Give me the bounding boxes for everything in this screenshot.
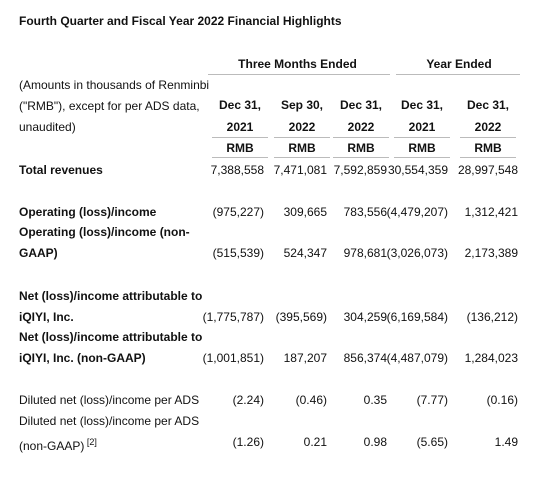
group-header: Three Months Ended — [238, 57, 357, 71]
rule — [212, 137, 268, 138]
title: Fourth Quarter and Fiscal Year 2022 Fina… — [19, 14, 342, 28]
cell: 524,347 — [283, 246, 327, 260]
row-label: Diluted net (loss)/income per ADS — [19, 414, 200, 428]
cell: (2.24) — [232, 393, 264, 407]
cell: (0.46) — [295, 393, 327, 407]
note: (Amounts in thousands of Renminbi — [19, 78, 210, 92]
rule — [394, 157, 450, 158]
rule — [394, 137, 450, 138]
cell: 7,388,558 — [210, 163, 264, 177]
column-date: Sep 30, — [280, 98, 324, 112]
column-date: Dec 31, — [339, 98, 383, 112]
rule — [212, 157, 268, 158]
cell: (515,539) — [212, 246, 264, 260]
group-header: Year Ended — [426, 57, 492, 71]
column-unit: RMB — [408, 141, 436, 155]
cell: 7,471,081 — [273, 163, 327, 177]
cell: (1,001,851) — [202, 351, 264, 365]
column-unit: RMB — [226, 141, 254, 155]
cell: (5.65) — [416, 435, 448, 449]
column-year: 2022 — [347, 120, 375, 134]
rule — [460, 157, 516, 158]
cell: (1,775,787) — [202, 310, 264, 324]
footnote: [2] — [84, 437, 97, 447]
cell: (6,169,584) — [386, 310, 448, 324]
column-unit: RMB — [347, 141, 375, 155]
cell: 856,374 — [343, 351, 387, 365]
cell: (136,212) — [466, 310, 518, 324]
rule — [274, 137, 330, 138]
row-label: GAAP) — [19, 246, 58, 260]
cell: (395,569) — [275, 310, 327, 324]
row-label: (non-GAAP) [2] — [19, 437, 97, 453]
column-year: 2022 — [288, 120, 316, 134]
column-unit: RMB — [474, 141, 502, 155]
column-unit: RMB — [288, 141, 316, 155]
rule — [333, 157, 389, 158]
column-date: Dec 31, — [400, 98, 444, 112]
cell: 0.98 — [363, 435, 387, 449]
row-label: iQIYI, Inc. — [19, 310, 74, 324]
row-label: Net (loss)/income attributable to — [19, 330, 203, 344]
cell: 7,592,859 — [333, 163, 387, 177]
note: ("RMB"), except for per ADS data, — [19, 99, 200, 113]
cell: 0.21 — [303, 435, 327, 449]
cell: 304,259 — [343, 310, 387, 324]
column-date: Dec 31, — [218, 98, 262, 112]
cell: 783,556 — [343, 205, 387, 219]
cell: 309,665 — [283, 205, 327, 219]
column-year: 2021 — [408, 120, 436, 134]
row-label: Operating (loss)/income — [19, 205, 157, 219]
cell: 28,997,548 — [457, 163, 518, 177]
cell: (0.16) — [486, 393, 518, 407]
cell: (7.77) — [416, 393, 448, 407]
cell: (3,026,073) — [386, 246, 448, 260]
rule — [333, 137, 389, 138]
cell: (1.26) — [232, 435, 264, 449]
cell: 1,284,023 — [464, 351, 518, 365]
rule — [396, 74, 520, 75]
column-year: 2022 — [474, 120, 502, 134]
cell: 978,681 — [343, 246, 387, 260]
cell: 0.35 — [363, 393, 387, 407]
cell: 2,173,389 — [464, 246, 518, 260]
rule — [460, 137, 516, 138]
cell: (975,227) — [212, 205, 264, 219]
cell: 1.49 — [494, 435, 518, 449]
cell: (4,487,079) — [386, 351, 448, 365]
row-label: iQIYI, Inc. (non-GAAP) — [19, 351, 146, 365]
cell: 30,554,359 — [387, 163, 448, 177]
cell: 1,312,421 — [464, 205, 518, 219]
column-year: 2021 — [226, 120, 254, 134]
cell: (4,479,207) — [386, 205, 448, 219]
column-date: Dec 31, — [466, 98, 510, 112]
rule — [274, 157, 330, 158]
row-label: Diluted net (loss)/income per ADS — [19, 393, 200, 407]
row-label: Operating (loss)/income (non- — [19, 225, 190, 239]
row-label: Total revenues — [19, 163, 103, 177]
rule — [208, 74, 390, 75]
note: unaudited) — [19, 120, 76, 134]
cell: 187,207 — [283, 351, 327, 365]
row-label: Net (loss)/income attributable to — [19, 289, 203, 303]
